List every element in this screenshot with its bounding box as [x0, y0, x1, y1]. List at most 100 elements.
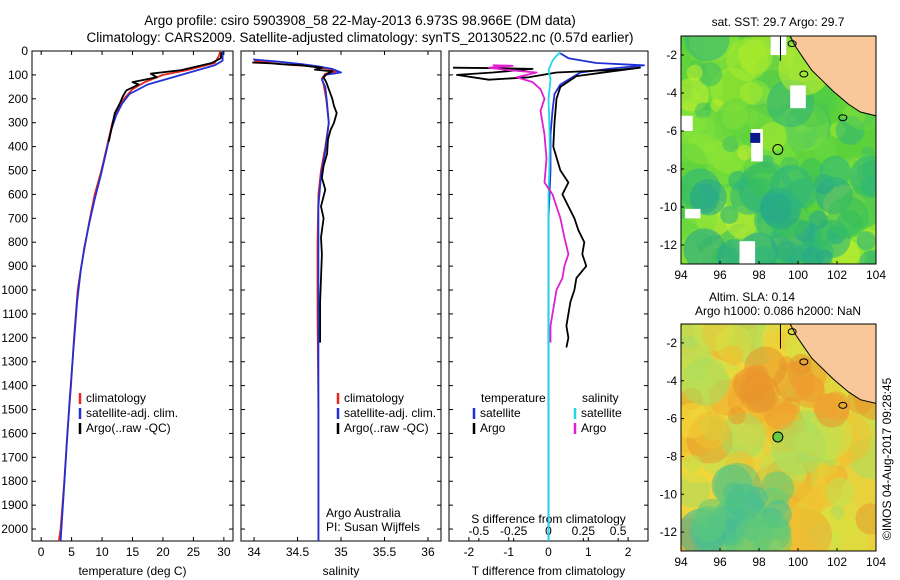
difference-legend-title: temperature [481, 391, 546, 405]
salinity-series-satellite [253, 58, 342, 541]
field-patch [728, 170, 749, 191]
x-tick-label: 30 [217, 545, 231, 559]
map-y-tick-label: -6 [666, 412, 677, 426]
difference-temp-legend-item: Argo [480, 421, 506, 435]
field-patch [727, 406, 746, 425]
x-axis-label: salinity [323, 564, 360, 578]
temperature-plot-frame [31, 50, 234, 542]
land-sumatra [789, 324, 876, 404]
map-y-tick-label: -8 [666, 449, 677, 463]
salinity-series-argo [252, 61, 338, 343]
missing-data [739, 241, 756, 264]
difference-series-sal_argo [487, 64, 570, 343]
map-y-tick-label: -2 [666, 48, 677, 62]
map-y-tick-label: -4 [666, 374, 677, 388]
x-tick-label: 34.5 [286, 545, 310, 559]
map-y-tick-label: -2 [666, 336, 677, 350]
field-patch [770, 419, 827, 476]
field-patch [684, 36, 730, 62]
field-patch [758, 122, 787, 151]
field-patch [859, 250, 876, 264]
map-x-tick-label: 94 [674, 555, 688, 569]
x-tick-label: 10 [95, 545, 109, 559]
difference-series-sal_satellite [547, 51, 562, 541]
y-tick-label: 2000 [1, 522, 28, 536]
field-patch [855, 503, 876, 535]
x-tick-label: 25 [187, 545, 201, 559]
field-patch [819, 155, 851, 187]
x-axis-label: temperature (deg C) [78, 564, 186, 578]
field-patch [690, 178, 727, 216]
temperature-legend-item: Argo(..raw -QC) [86, 421, 171, 435]
title-line-2: Climatology: CARS2009. Satellite-adjuste… [86, 30, 634, 45]
map-x-tick-label: 96 [713, 268, 727, 282]
field-patch [808, 210, 828, 230]
y-tick-label: 600 [8, 187, 28, 201]
x-tick-label: -2 [464, 545, 475, 559]
missing-data [681, 115, 693, 131]
x-tick-top-label: 0.25 [572, 524, 596, 538]
difference-sal-legend-item: Argo [581, 421, 607, 435]
y-tick-label: 900 [8, 259, 28, 273]
island [838, 401, 848, 409]
field-patch [856, 231, 876, 251]
y-tick-label: 1200 [1, 331, 28, 345]
map-y-tick-label: -10 [660, 200, 678, 214]
difference-legend-title: salinity [582, 391, 619, 405]
y-tick-label: 1300 [1, 355, 28, 369]
land-sumatra [789, 36, 876, 117]
island [799, 358, 809, 366]
y-tick-label: 1100 [2, 307, 28, 321]
difference-temp-legend-item: satellite [480, 406, 521, 420]
field-patch [686, 64, 703, 81]
map-x-tick-label: 98 [752, 555, 766, 569]
sla-map-title: Altim. SLA: 0.14 [709, 290, 795, 304]
field-patch [722, 136, 739, 153]
sla-map-subtitle: Argo h1000: 0.086 h2000: NaN [695, 304, 861, 318]
y-tick-label: 1700 [1, 450, 28, 464]
field-patch [719, 412, 766, 460]
salinity-legend-item: Argo(..raw -QC) [344, 421, 429, 435]
map-x-tick-label: 102 [827, 555, 847, 569]
y-tick-label: 0 [21, 44, 28, 58]
y-tick-label: 1500 [1, 403, 28, 417]
field-patch [726, 38, 769, 82]
y-tick-label: 200 [8, 92, 28, 106]
missing-data [770, 36, 787, 55]
map-x-tick-label: 100 [788, 555, 808, 569]
map-y-tick-label: -8 [666, 162, 677, 176]
map-y-tick-label: -6 [666, 124, 677, 138]
missing-data [790, 85, 806, 109]
island [838, 114, 848, 122]
field-patch [760, 192, 792, 224]
salinity-plot-frame [240, 50, 442, 542]
x-tick-label: 35.5 [373, 545, 397, 559]
map-x-tick-label: 98 [752, 268, 766, 282]
field-patch [861, 175, 876, 196]
y-tick-label: 1600 [1, 426, 28, 440]
imos-stamp: ©IMOS 04-Aug-2017 09:28:45 [880, 377, 894, 540]
y-tick-label: 700 [8, 211, 28, 225]
field-patch [723, 345, 744, 366]
y-tick-label: 1400 [1, 379, 28, 393]
difference-series-argo [452, 66, 641, 348]
x-tick-top-label: -0.25 [500, 524, 528, 538]
field-patch [744, 328, 761, 346]
sla-map-field [681, 324, 876, 551]
map-y-tick-label: -10 [660, 487, 678, 501]
x-tick-label: -1 [503, 545, 514, 559]
field-patch [692, 411, 730, 449]
missing-data [684, 208, 701, 219]
y-tick-label: 1800 [1, 474, 28, 488]
x-tick-label: 1 [585, 545, 592, 559]
field-patch [735, 516, 773, 551]
map-x-tick-label: 96 [713, 555, 727, 569]
x-tick-top-label: 0.5 [610, 524, 627, 538]
map-y-tick-label: -12 [660, 238, 678, 252]
sst-map-frame [680, 35, 877, 265]
map-x-tick-label: 100 [788, 268, 808, 282]
island [787, 328, 797, 336]
temperature-legend-item: climatology [86, 391, 146, 405]
argo-sst-marker [750, 132, 761, 143]
